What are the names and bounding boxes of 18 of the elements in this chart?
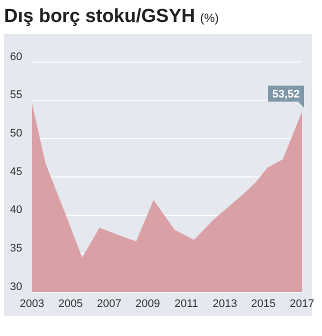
x-tick-label: 2009 <box>135 298 160 310</box>
chart-title: Dış borç stoku/GSYH <box>4 6 196 27</box>
y-tick-label: 40 <box>10 204 22 216</box>
x-tick-label: 2015 <box>251 298 276 310</box>
y-tick-label: 30 <box>10 280 22 293</box>
y-tick-label: 45 <box>10 166 22 178</box>
x-tick-label: 2017 <box>290 298 314 310</box>
x-tick-label: 2011 <box>174 298 198 310</box>
x-tick-label: 2005 <box>58 298 83 310</box>
y-tick-label: 55 <box>10 89 22 102</box>
x-tick-label: 2013 <box>212 298 238 310</box>
y-tick-label: 60 <box>10 50 22 63</box>
x-tick-label: 2003 <box>20 298 44 310</box>
y-tick-label: 50 <box>10 127 22 140</box>
annotation: 53,52 <box>272 88 300 101</box>
chart-subtitle: (%) <box>200 11 219 25</box>
y-tick-label: 35 <box>10 242 22 254</box>
x-tick-label: 2007 <box>96 298 122 310</box>
